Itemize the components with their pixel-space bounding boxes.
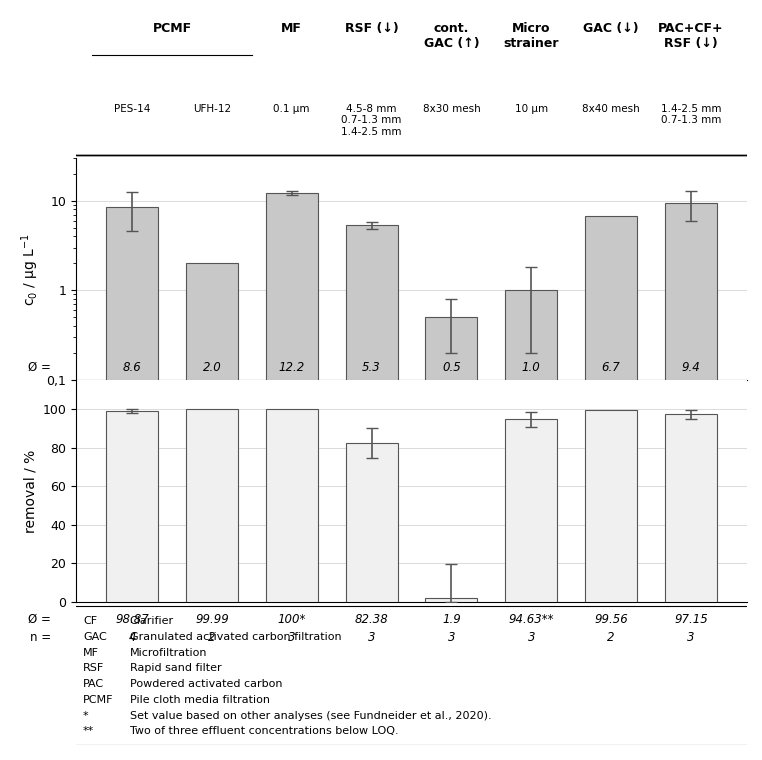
Bar bbox=[585, 410, 637, 602]
Y-axis label: removal / %: removal / % bbox=[23, 449, 37, 533]
Text: 1.4-2.5 mm
0.7-1.3 mm: 1.4-2.5 mm 0.7-1.3 mm bbox=[661, 103, 721, 125]
Text: 0.1 µm: 0.1 µm bbox=[274, 103, 310, 114]
Text: RSF: RSF bbox=[83, 663, 104, 673]
Text: Ø =: Ø = bbox=[27, 613, 50, 626]
Bar bbox=[266, 409, 318, 602]
Text: GAC (↓): GAC (↓) bbox=[583, 22, 639, 35]
Text: 98.87: 98.87 bbox=[115, 613, 149, 626]
Y-axis label: c$_0$ / µg L$^{-1}$: c$_0$ / µg L$^{-1}$ bbox=[20, 233, 41, 306]
Text: 0.5: 0.5 bbox=[442, 361, 461, 374]
Text: 8x30 mesh: 8x30 mesh bbox=[422, 103, 480, 114]
Text: Micro
strainer: Micro strainer bbox=[504, 22, 559, 50]
Text: Rapid sand filter: Rapid sand filter bbox=[130, 663, 222, 673]
Text: 8x40 mesh: 8x40 mesh bbox=[582, 103, 640, 114]
Text: 5.3: 5.3 bbox=[362, 361, 381, 374]
Text: PCMF: PCMF bbox=[83, 695, 114, 705]
Text: 3: 3 bbox=[288, 631, 296, 644]
Bar bbox=[186, 409, 238, 602]
Text: 4.5-8 mm
0.7-1.3 mm
1.4-2.5 mm: 4.5-8 mm 0.7-1.3 mm 1.4-2.5 mm bbox=[341, 103, 402, 137]
Text: 4: 4 bbox=[128, 631, 136, 644]
Bar bbox=[106, 207, 158, 760]
Text: PES-14: PES-14 bbox=[114, 103, 150, 114]
Text: *: * bbox=[83, 711, 88, 720]
Text: 12.2: 12.2 bbox=[279, 361, 305, 374]
Text: 94.63**: 94.63** bbox=[508, 613, 554, 626]
Text: 8.6: 8.6 bbox=[123, 361, 142, 374]
Text: 1.0: 1.0 bbox=[522, 361, 540, 374]
Text: Powdered activated carbon: Powdered activated carbon bbox=[130, 679, 283, 689]
Text: 100*: 100* bbox=[277, 613, 306, 626]
Bar bbox=[106, 411, 158, 602]
Text: Microfiltration: Microfiltration bbox=[130, 648, 207, 657]
Text: 3: 3 bbox=[687, 631, 695, 644]
Text: Set value based on other analyses (see Fundneider et al., 2020).: Set value based on other analyses (see F… bbox=[130, 711, 491, 720]
Bar bbox=[585, 217, 637, 760]
Text: Ø =: Ø = bbox=[27, 361, 50, 374]
Text: 82.38: 82.38 bbox=[354, 613, 389, 626]
Text: 3: 3 bbox=[368, 631, 376, 644]
Text: 97.15: 97.15 bbox=[674, 613, 708, 626]
Text: 99.56: 99.56 bbox=[594, 613, 628, 626]
Text: **: ** bbox=[83, 727, 94, 736]
Text: 6.7: 6.7 bbox=[602, 361, 620, 374]
Bar bbox=[346, 443, 398, 602]
Bar bbox=[665, 203, 717, 760]
Text: 99.99: 99.99 bbox=[195, 613, 229, 626]
Bar bbox=[665, 414, 717, 602]
Text: 2.0: 2.0 bbox=[203, 361, 221, 374]
Text: 3: 3 bbox=[527, 631, 535, 644]
Text: MF: MF bbox=[281, 22, 303, 35]
Bar bbox=[505, 420, 557, 602]
Text: Pile cloth media filtration: Pile cloth media filtration bbox=[130, 695, 270, 705]
Text: 10 µm: 10 µm bbox=[514, 103, 548, 114]
Text: Clarifier: Clarifier bbox=[130, 616, 174, 626]
Text: PAC+CF+
RSF (↓): PAC+CF+ RSF (↓) bbox=[658, 22, 724, 50]
Bar bbox=[425, 318, 477, 760]
Text: n =: n = bbox=[30, 631, 50, 644]
Text: 9.4: 9.4 bbox=[681, 361, 700, 374]
Text: 1.9: 1.9 bbox=[442, 613, 461, 626]
Text: Two of three effluent concentrations below LOQ.: Two of three effluent concentrations bel… bbox=[130, 727, 399, 736]
Text: 2: 2 bbox=[607, 631, 615, 644]
Text: cont.
GAC (↑): cont. GAC (↑) bbox=[424, 22, 479, 50]
Text: GAC: GAC bbox=[83, 632, 107, 642]
Bar bbox=[186, 264, 238, 760]
Text: UFH-12: UFH-12 bbox=[193, 103, 231, 114]
Text: MF: MF bbox=[83, 648, 99, 657]
Bar bbox=[425, 598, 477, 602]
Text: PAC: PAC bbox=[83, 679, 104, 689]
Text: RSF (↓): RSF (↓) bbox=[344, 22, 399, 35]
Bar bbox=[505, 290, 557, 760]
Bar bbox=[266, 193, 318, 760]
Bar bbox=[346, 226, 398, 760]
Text: CF: CF bbox=[83, 616, 97, 626]
Text: PCMF: PCMF bbox=[152, 22, 191, 35]
Text: 3: 3 bbox=[447, 631, 455, 644]
Text: 2: 2 bbox=[208, 631, 216, 644]
Text: Granulated activated carbon filtration: Granulated activated carbon filtration bbox=[130, 632, 341, 642]
